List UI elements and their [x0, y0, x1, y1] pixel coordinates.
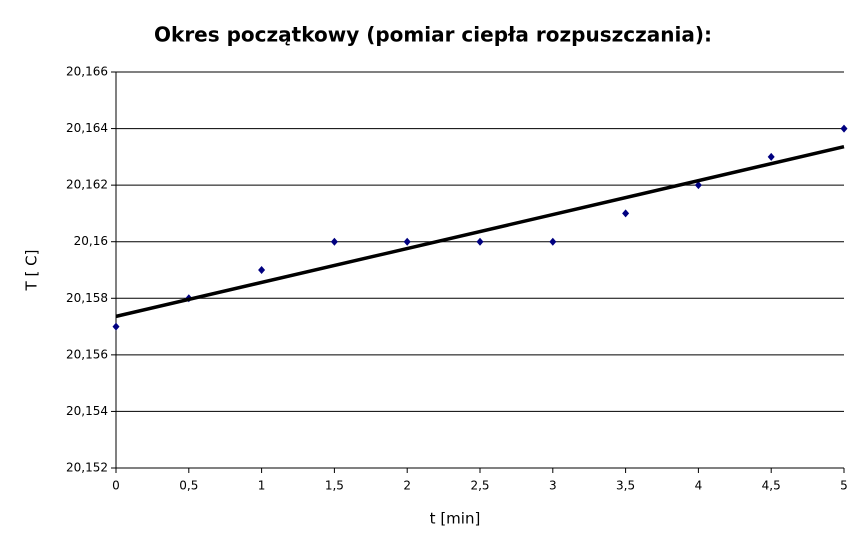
- y-tick-label: 20,166: [66, 65, 108, 79]
- x-tick-label: 0,5: [179, 479, 198, 493]
- x-tick-label: 0: [112, 479, 120, 493]
- x-tick-label: 4: [695, 479, 703, 493]
- point: [840, 124, 848, 133]
- x-tick-label: 2,5: [470, 479, 489, 493]
- trendline: [115, 144, 845, 319]
- point: [258, 266, 266, 274]
- x-tick-label: 1: [258, 479, 266, 493]
- x-tick-label: 1,5: [325, 479, 344, 493]
- y-axis-label: T [ C]: [23, 250, 41, 292]
- point: [622, 209, 630, 218]
- point: [112, 322, 120, 331]
- point: [330, 237, 338, 246]
- y-tick-label: 20,156: [66, 347, 108, 361]
- x-axis-label: t [min]: [430, 510, 481, 528]
- chart-title: Okres początkowy (pomiar ciepła rozpuszc…: [154, 23, 712, 47]
- x-tick-label: 5: [840, 479, 848, 493]
- y-tick-label: 20,162: [66, 178, 108, 192]
- y-tick-label: 20,154: [66, 404, 108, 418]
- x-tick-label: 2: [403, 479, 411, 493]
- point: [403, 237, 411, 246]
- y-tick-label: 20,16: [74, 234, 108, 248]
- y-tick-label: 20,164: [66, 121, 108, 135]
- x-tick-label: 3: [549, 479, 557, 493]
- point: [476, 237, 484, 246]
- point: [694, 181, 702, 190]
- y-tick-label: 20,152: [66, 461, 108, 475]
- x-tick-label: 4,5: [762, 479, 781, 493]
- point: [549, 237, 557, 246]
- x-tick-label: 3,5: [616, 479, 635, 493]
- point: [767, 152, 775, 161]
- y-tick-label: 20,158: [66, 291, 108, 305]
